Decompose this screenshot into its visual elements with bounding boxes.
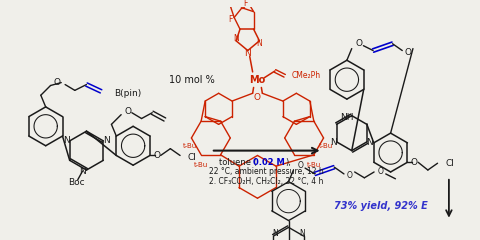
Text: N: N <box>256 39 262 48</box>
Text: 10 mol %: 10 mol % <box>168 75 214 85</box>
Text: t-Bu: t-Bu <box>307 162 321 168</box>
Text: Mo: Mo <box>250 75 265 85</box>
Text: O: O <box>153 151 160 160</box>
Text: O: O <box>124 107 132 116</box>
Text: O: O <box>54 78 61 87</box>
Text: N: N <box>366 138 373 147</box>
Text: t-Bu: t-Bu <box>194 162 208 168</box>
Text: 2. CF₃CO₂H, CH₂Cl₂, 22 °C, 4 h: 2. CF₃CO₂H, CH₂Cl₂, 22 °C, 4 h <box>209 177 324 186</box>
Text: O: O <box>297 161 303 170</box>
Text: N: N <box>63 136 70 145</box>
Text: B(pin): B(pin) <box>114 89 141 98</box>
Text: 22 °C, ambient pressure, 12 h: 22 °C, ambient pressure, 12 h <box>209 168 324 176</box>
Text: 0.02 M: 0.02 M <box>253 158 285 167</box>
Text: CMe₂Ph: CMe₂Ph <box>291 71 321 80</box>
Text: N: N <box>300 229 305 238</box>
Text: N: N <box>272 229 278 238</box>
Text: t-Bu: t-Bu <box>318 143 333 149</box>
Text: N: N <box>79 167 86 175</box>
Text: ),: ), <box>286 158 291 167</box>
Text: O: O <box>411 158 418 167</box>
Text: NH: NH <box>340 113 354 122</box>
Text: N: N <box>330 138 337 147</box>
Text: O: O <box>405 48 411 57</box>
Text: O: O <box>355 39 362 48</box>
Text: F: F <box>228 15 232 24</box>
Text: O: O <box>254 93 261 102</box>
Text: Cl: Cl <box>445 159 454 168</box>
Text: 73% yield, 92% E: 73% yield, 92% E <box>334 201 428 211</box>
Text: N: N <box>233 34 239 43</box>
Text: O: O <box>347 171 353 180</box>
Text: Cl: Cl <box>188 153 197 162</box>
Text: O: O <box>378 167 384 175</box>
Text: Boc: Boc <box>69 178 85 187</box>
Text: toluene (: toluene ( <box>219 158 256 167</box>
Text: F: F <box>244 0 248 8</box>
Text: t-Bu: t-Bu <box>182 143 197 149</box>
Text: N: N <box>244 49 251 58</box>
Text: N: N <box>103 136 109 145</box>
